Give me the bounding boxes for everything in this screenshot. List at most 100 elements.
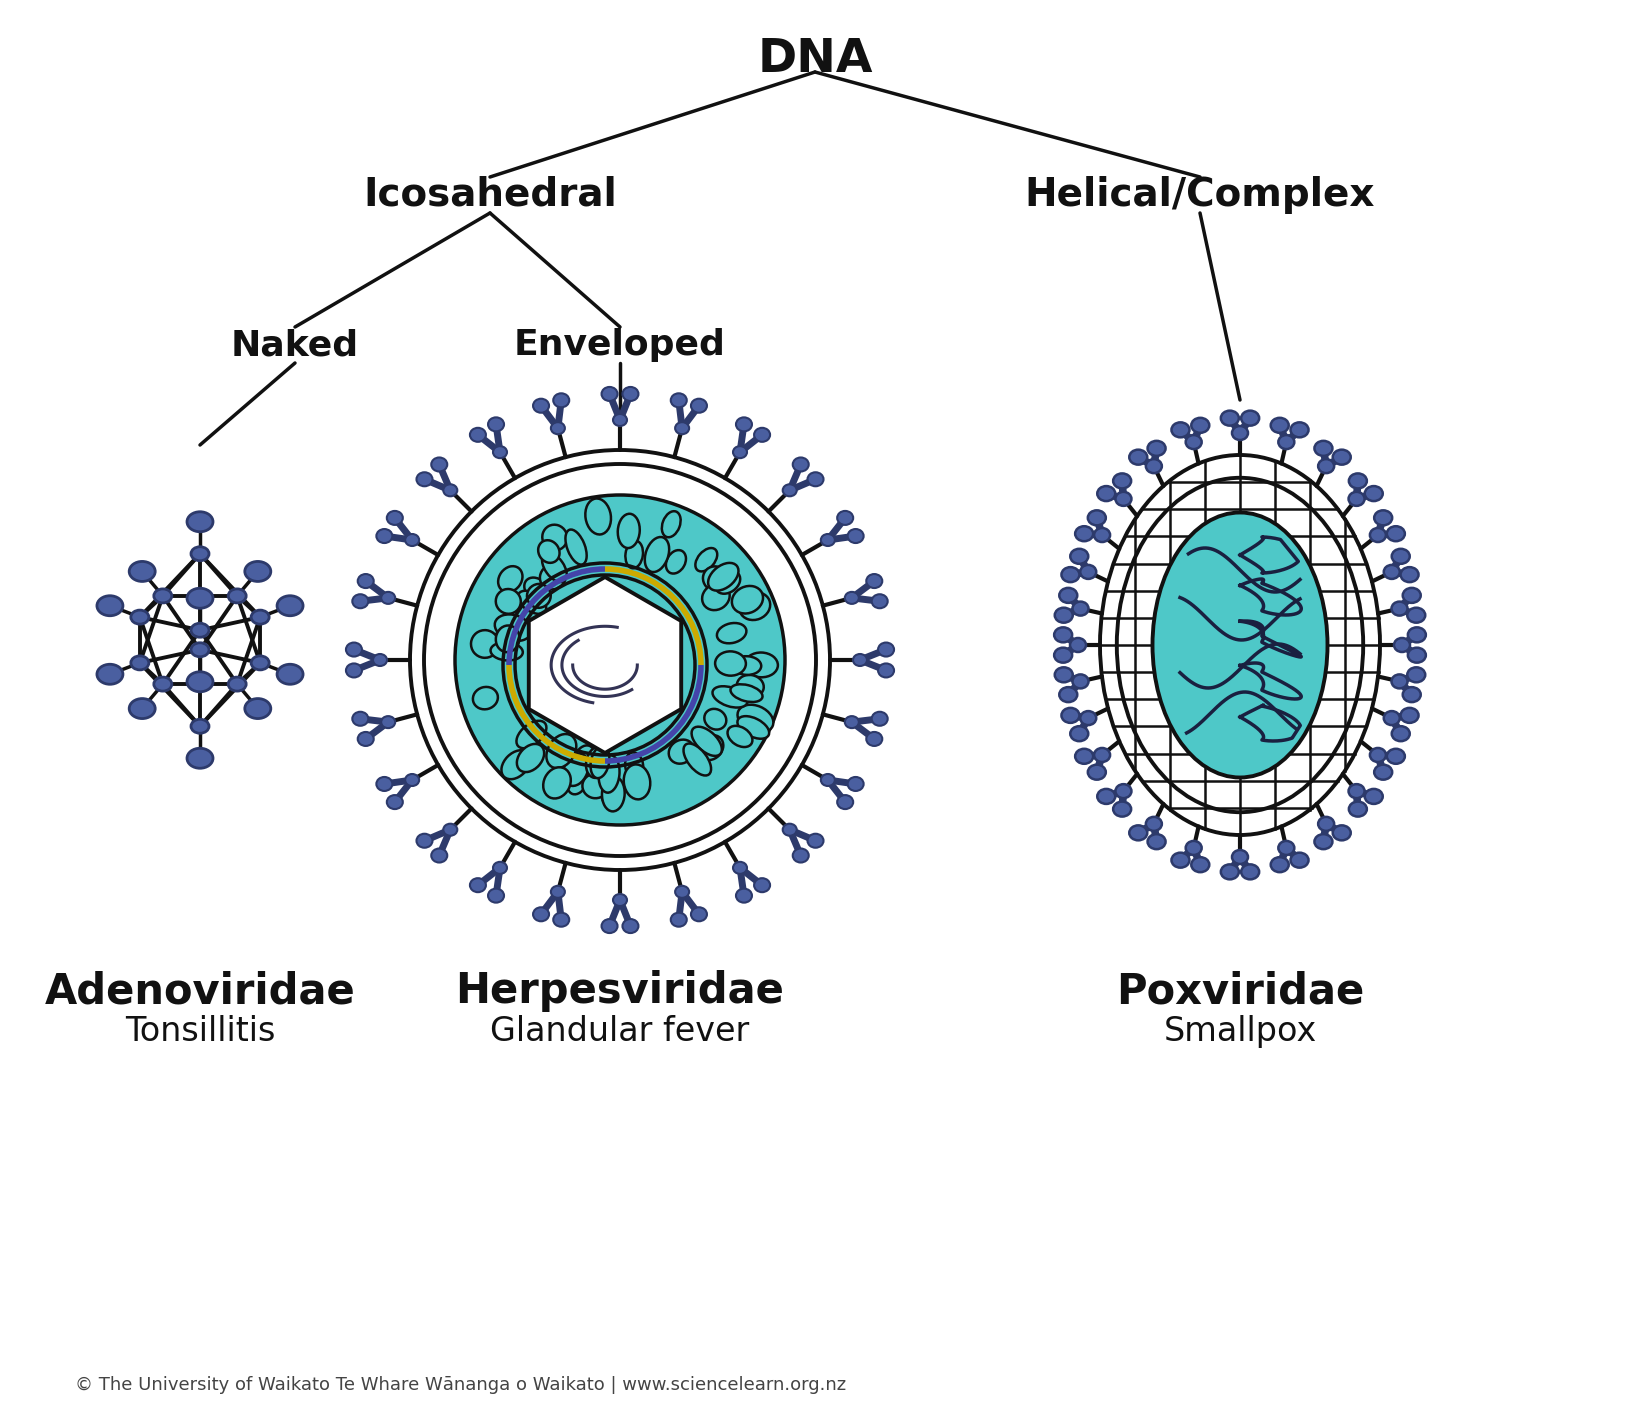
- Ellipse shape: [1394, 638, 1410, 652]
- Ellipse shape: [672, 393, 686, 407]
- Ellipse shape: [624, 764, 650, 800]
- Ellipse shape: [533, 908, 549, 922]
- Text: Tonsillitis: Tonsillitis: [126, 1015, 275, 1048]
- Ellipse shape: [1130, 825, 1148, 841]
- Ellipse shape: [1392, 549, 1410, 564]
- Ellipse shape: [717, 623, 747, 644]
- Ellipse shape: [601, 780, 624, 807]
- Ellipse shape: [567, 766, 588, 794]
- Ellipse shape: [517, 744, 544, 771]
- Ellipse shape: [696, 547, 717, 571]
- Ellipse shape: [487, 417, 504, 431]
- Ellipse shape: [191, 642, 209, 657]
- Ellipse shape: [1240, 411, 1258, 425]
- Ellipse shape: [518, 591, 546, 614]
- Ellipse shape: [357, 574, 373, 588]
- Ellipse shape: [1392, 675, 1408, 688]
- Ellipse shape: [543, 553, 567, 581]
- Ellipse shape: [533, 398, 549, 413]
- Ellipse shape: [491, 642, 523, 661]
- Ellipse shape: [838, 795, 852, 810]
- Ellipse shape: [546, 735, 577, 769]
- Ellipse shape: [732, 586, 763, 614]
- Ellipse shape: [667, 550, 686, 573]
- Ellipse shape: [499, 566, 523, 593]
- Ellipse shape: [1350, 801, 1368, 817]
- Ellipse shape: [707, 563, 738, 591]
- Ellipse shape: [844, 591, 859, 604]
- Ellipse shape: [732, 657, 761, 675]
- Ellipse shape: [1221, 411, 1239, 425]
- Ellipse shape: [792, 848, 808, 862]
- Ellipse shape: [822, 774, 835, 786]
- Ellipse shape: [1081, 564, 1097, 579]
- Ellipse shape: [1069, 638, 1086, 652]
- Ellipse shape: [352, 712, 368, 726]
- Ellipse shape: [469, 878, 486, 892]
- Ellipse shape: [1097, 788, 1115, 804]
- Ellipse shape: [406, 774, 419, 786]
- Ellipse shape: [737, 675, 764, 698]
- Ellipse shape: [1061, 567, 1079, 583]
- Ellipse shape: [872, 594, 888, 608]
- Ellipse shape: [1071, 726, 1089, 742]
- Ellipse shape: [675, 886, 689, 898]
- Ellipse shape: [872, 712, 888, 726]
- Ellipse shape: [417, 472, 432, 486]
- Ellipse shape: [704, 709, 727, 730]
- Ellipse shape: [244, 562, 271, 581]
- Ellipse shape: [844, 716, 859, 727]
- Ellipse shape: [737, 716, 769, 739]
- Ellipse shape: [1060, 688, 1077, 702]
- Ellipse shape: [432, 458, 447, 471]
- Ellipse shape: [386, 510, 403, 525]
- Ellipse shape: [471, 630, 499, 658]
- Ellipse shape: [1348, 492, 1364, 506]
- Text: Icosahedral: Icosahedral: [363, 176, 616, 214]
- Ellipse shape: [745, 652, 778, 678]
- Ellipse shape: [543, 767, 570, 798]
- Ellipse shape: [381, 716, 394, 727]
- Ellipse shape: [153, 678, 171, 691]
- Ellipse shape: [492, 447, 507, 458]
- Text: Poxviridae: Poxviridae: [1117, 970, 1364, 1012]
- Ellipse shape: [601, 919, 618, 933]
- Ellipse shape: [712, 686, 748, 708]
- Ellipse shape: [187, 512, 214, 532]
- Ellipse shape: [377, 529, 393, 543]
- Ellipse shape: [1348, 784, 1364, 798]
- Ellipse shape: [730, 685, 763, 702]
- Ellipse shape: [1076, 749, 1094, 764]
- Ellipse shape: [1364, 788, 1382, 804]
- Ellipse shape: [191, 624, 209, 637]
- Ellipse shape: [848, 777, 864, 791]
- Ellipse shape: [1115, 492, 1131, 506]
- Ellipse shape: [473, 686, 497, 709]
- Ellipse shape: [691, 726, 722, 756]
- Circle shape: [455, 495, 786, 825]
- Ellipse shape: [675, 423, 689, 434]
- Ellipse shape: [1172, 852, 1190, 868]
- Ellipse shape: [866, 732, 882, 746]
- Ellipse shape: [187, 588, 214, 608]
- Ellipse shape: [1278, 841, 1294, 855]
- Circle shape: [411, 450, 830, 871]
- Ellipse shape: [737, 417, 751, 431]
- Ellipse shape: [1055, 627, 1073, 642]
- Ellipse shape: [130, 657, 148, 669]
- Ellipse shape: [1364, 486, 1382, 501]
- Ellipse shape: [251, 657, 269, 669]
- Ellipse shape: [613, 414, 628, 425]
- Ellipse shape: [1113, 801, 1131, 817]
- Ellipse shape: [1094, 527, 1110, 542]
- Ellipse shape: [1314, 441, 1332, 455]
- Ellipse shape: [346, 664, 362, 678]
- Text: Adenoviridae: Adenoviridae: [44, 970, 355, 1012]
- Ellipse shape: [1115, 784, 1131, 798]
- Ellipse shape: [386, 795, 403, 810]
- Ellipse shape: [553, 393, 569, 407]
- Ellipse shape: [807, 834, 823, 848]
- Ellipse shape: [782, 824, 797, 835]
- Ellipse shape: [1400, 708, 1418, 723]
- Ellipse shape: [1319, 459, 1333, 474]
